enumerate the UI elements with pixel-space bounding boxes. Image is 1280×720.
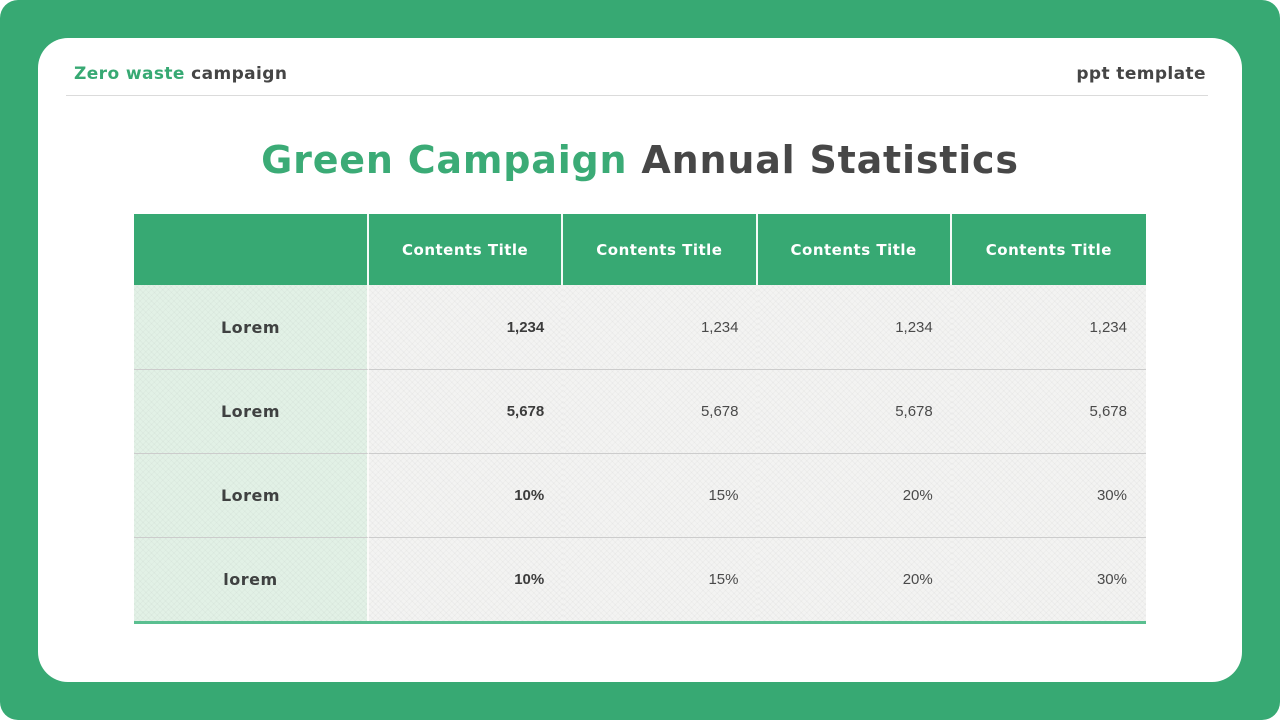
page-title-rest: Annual Statistics	[641, 138, 1019, 182]
column-header-2: Contents Title	[563, 214, 758, 285]
table-cell: 5,678	[757, 369, 952, 453]
table-cell: 20%	[757, 453, 952, 537]
row-label: Lorem	[134, 285, 369, 369]
table-cell: 5,678	[951, 369, 1146, 453]
slide-header: Zero waste campaign ppt template	[66, 38, 1208, 96]
page-title: Green Campaign Annual Statistics	[38, 138, 1242, 182]
table-cell: 5,678	[563, 369, 758, 453]
statistics-table: Contents Title Contents Title Contents T…	[134, 214, 1146, 624]
brand-rest: campaign	[191, 64, 288, 84]
table-cell: 30%	[951, 453, 1146, 537]
table-cell: 1,234	[951, 285, 1146, 369]
table-cell: 20%	[757, 537, 952, 621]
table-corner-cell	[134, 214, 369, 285]
column-header-1: Contents Title	[369, 214, 564, 285]
table-cell: 15%	[563, 453, 758, 537]
table-cell: 1,234	[563, 285, 757, 369]
brand-title: Zero waste campaign	[74, 64, 287, 84]
page-title-highlight: Green Campaign	[261, 138, 628, 182]
table-cell: 1,234	[757, 285, 952, 369]
table-cell: 30%	[951, 537, 1146, 621]
table-cell: 5,678	[369, 369, 564, 453]
brand-highlight: Zero waste	[74, 64, 185, 84]
row-label: Lorem	[134, 453, 369, 537]
table-cell: 10%	[369, 537, 564, 621]
template-label: ppt template	[1076, 64, 1206, 84]
column-header-4: Contents Title	[951, 214, 1146, 285]
table-cell: 15%	[563, 537, 758, 621]
slide-card: Zero waste campaign ppt template Green C…	[38, 38, 1242, 682]
column-header-3: Contents Title	[757, 214, 952, 285]
row-label: Lorem	[134, 369, 369, 453]
table-cell: 1,234	[369, 285, 563, 369]
table-cell: 10%	[369, 453, 564, 537]
row-label: lorem	[134, 537, 369, 621]
